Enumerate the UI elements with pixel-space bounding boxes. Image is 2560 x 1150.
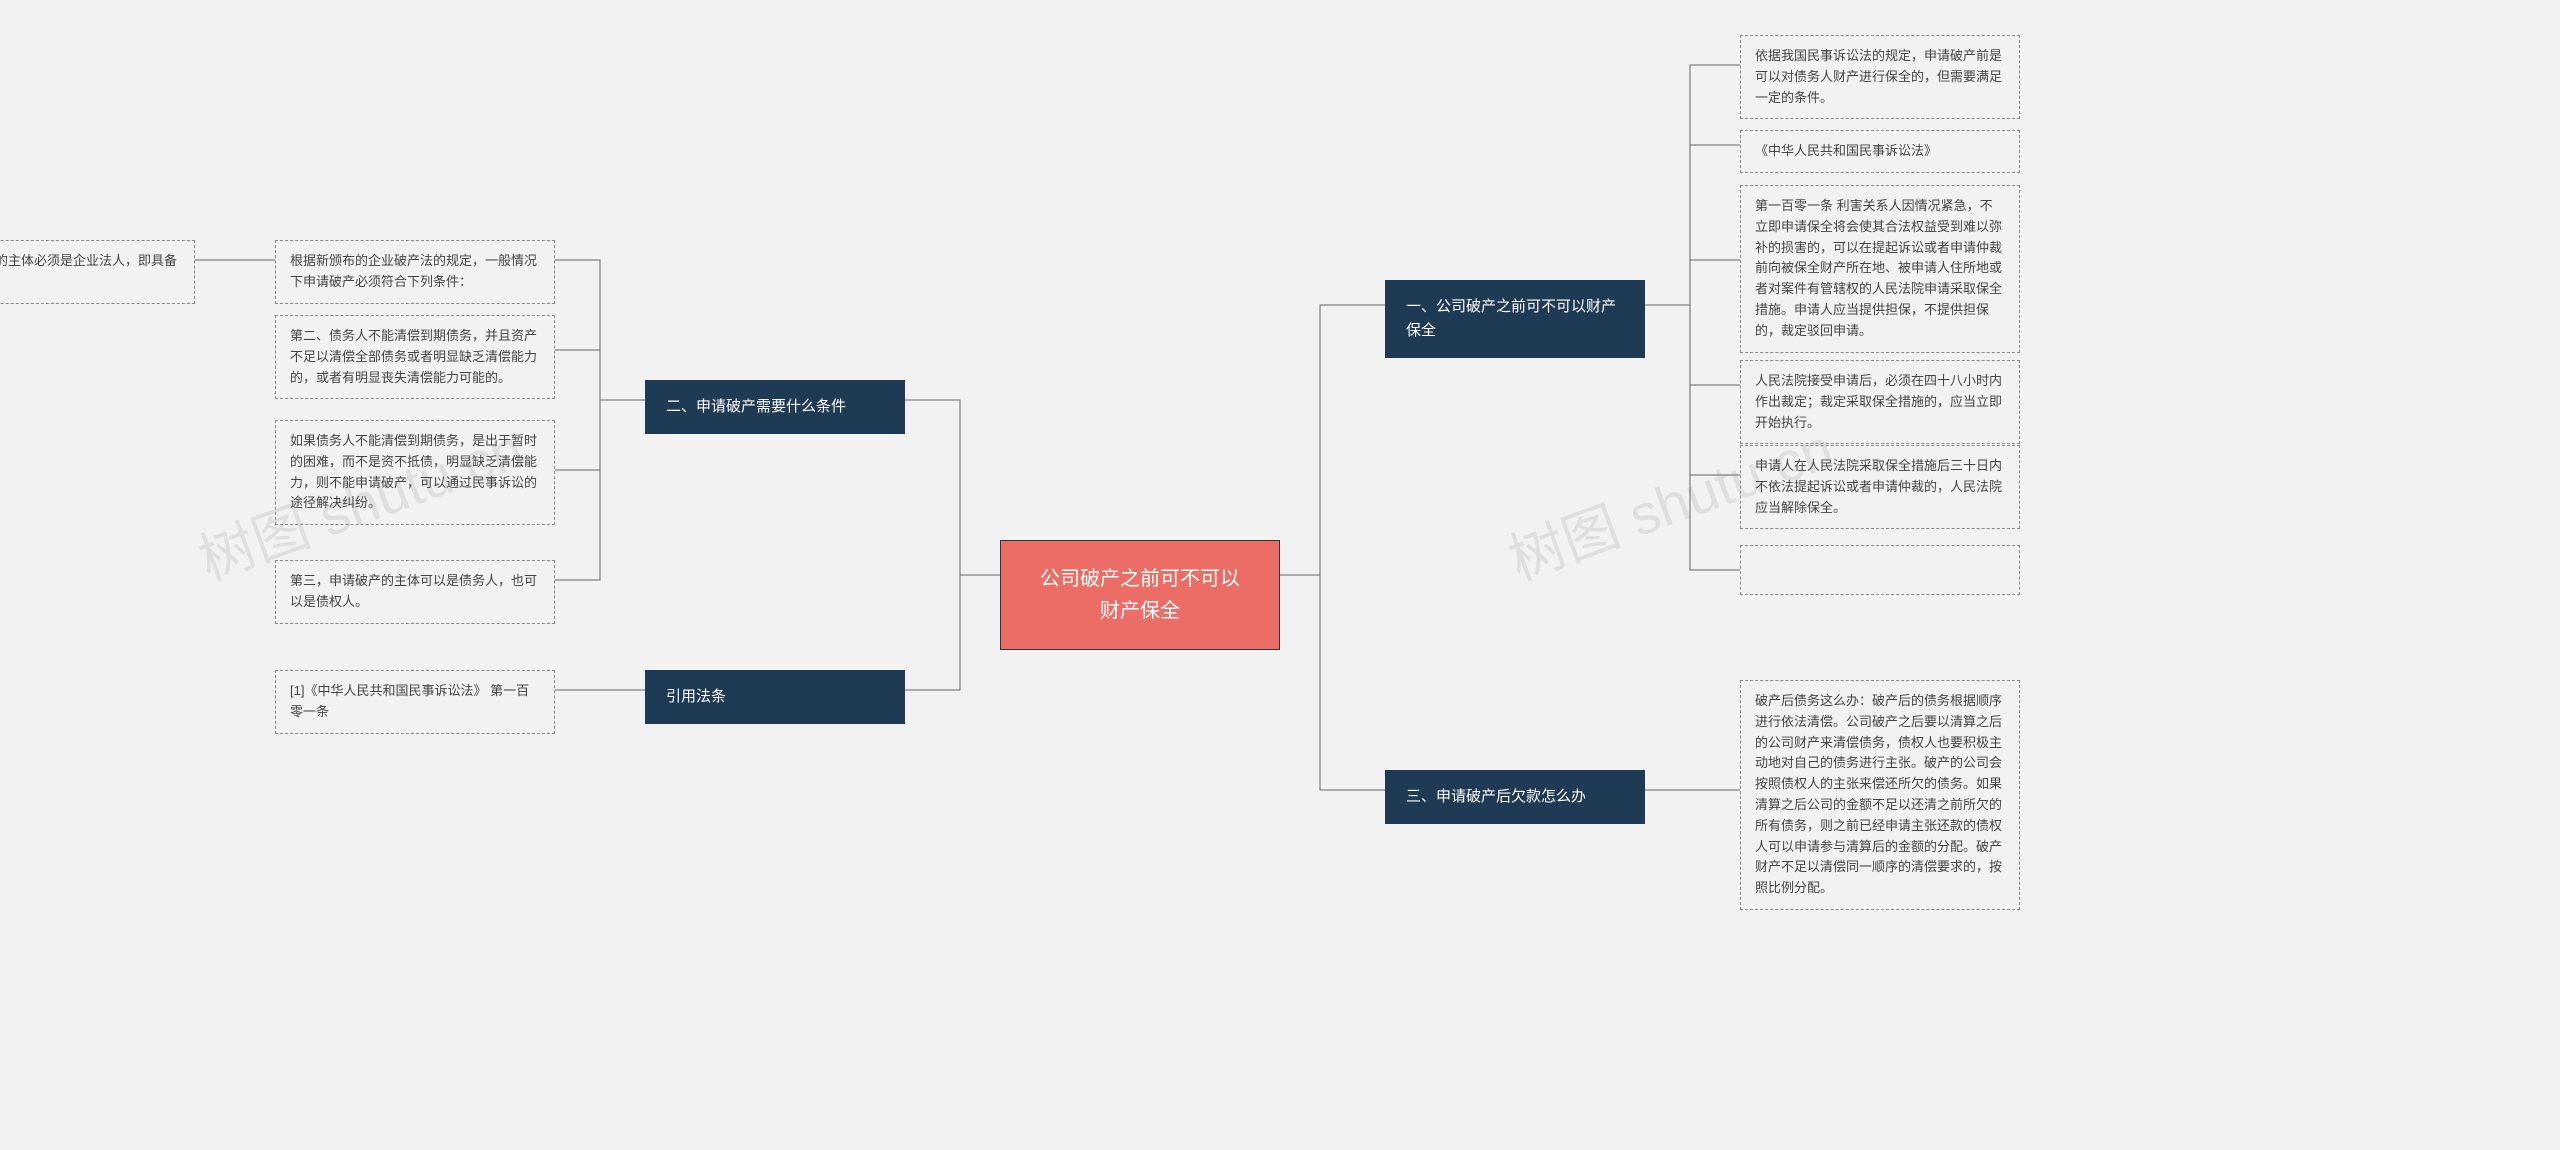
leaf-3a: 破产后债务这么办：破产后的债务根据顺序进行依法清偿。公司破产之后要以清算之后的公…	[1740, 680, 2020, 910]
leaf-1a: 依据我国民事诉讼法的规定，申请破产前是可以对债务人财产进行保全的，但需要满足一定…	[1740, 35, 2020, 119]
leaf-1b: 《中华人民共和国民事诉讼法》	[1740, 130, 2020, 173]
leaf-2a-sub: 第一、破产的主体必须是企业法人，即具备法人资格。	[0, 240, 195, 304]
leaf-4a: [1]《中华人民共和国民事诉讼法》 第一百零一条	[275, 670, 555, 734]
leaf-2d: 第三，申请破产的主体可以是债务人，也可以是债权人。	[275, 560, 555, 624]
leaf-2b: 第二、债务人不能清偿到期债务，并且资产不足以清偿全部债务或者明显缺乏清偿能力的，…	[275, 315, 555, 399]
leaf-1f	[1740, 545, 2020, 595]
branch-4: 引用法条	[645, 670, 905, 724]
branch-1: 一、公司破产之前可不可以财产保全	[1385, 280, 1645, 358]
branch-3: 三、申请破产后欠款怎么办	[1385, 770, 1645, 824]
branch-2: 二、申请破产需要什么条件	[645, 380, 905, 434]
leaf-1d: 人民法院接受申请后，必须在四十八小时内作出裁定；裁定采取保全措施的，应当立即开始…	[1740, 360, 2020, 444]
leaf-1c: 第一百零一条 利害关系人因情况紧急，不立即申请保全将会使其合法权益受到难以弥补的…	[1740, 185, 2020, 353]
root-node: 公司破产之前可不可以财产保全	[1000, 540, 1280, 650]
leaf-2c: 如果债务人不能清偿到期债务，是出于暂时的困难，而不是资不抵债，明显缺乏清偿能力，…	[275, 420, 555, 525]
leaf-2a: 根据新颁布的企业破产法的规定，一般情况下申请破产必须符合下列条件：	[275, 240, 555, 304]
leaf-1e: 申请人在人民法院采取保全措施后三十日内不依法提起诉讼或者申请仲裁的，人民法院应当…	[1740, 445, 2020, 529]
